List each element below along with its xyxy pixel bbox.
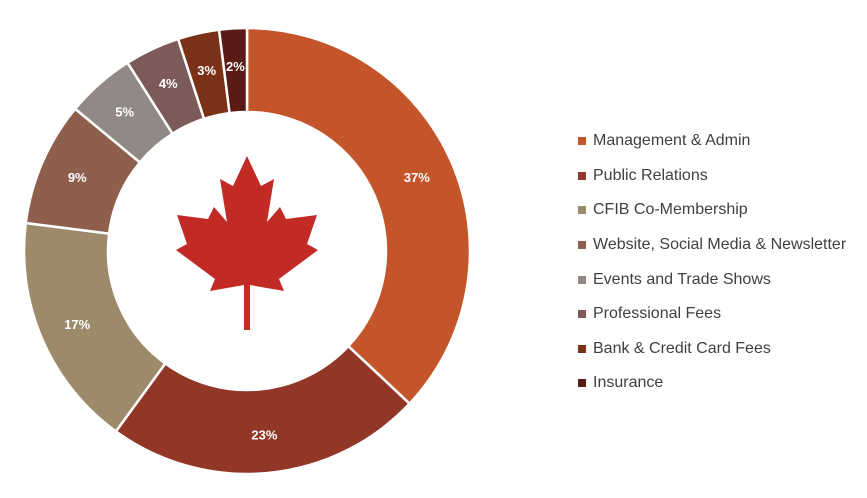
data-label: 2% <box>226 59 245 74</box>
legend-item: Insurance <box>578 366 846 401</box>
legend-label: Bank & Credit Card Fees <box>593 339 771 357</box>
data-label: 17% <box>64 317 90 332</box>
legend-item: Bank & Credit Card Fees <box>578 332 846 367</box>
data-label: 37% <box>404 170 430 185</box>
data-label: 3% <box>197 63 216 78</box>
legend-swatch <box>578 171 586 180</box>
legend-swatch <box>578 275 586 284</box>
data-label: 9% <box>68 170 87 185</box>
legend-label: Public Relations <box>593 166 708 184</box>
donut-slice <box>114 344 412 476</box>
maple-leaf-icon <box>176 156 318 330</box>
legend-label: Management & Admin <box>593 132 751 150</box>
legend-item: Professional Fees <box>578 297 846 332</box>
legend-label: Website, Social Media & Newsletter <box>593 236 847 254</box>
donut-slices <box>22 26 472 476</box>
data-label: 4% <box>159 76 178 91</box>
chart-legend: Management & Admin Public Relations CFIB C… <box>578 124 846 401</box>
legend-item: Website, Social Media & Newsletter <box>578 228 846 263</box>
data-labels: 37% 23% 17% 9% 5% 4% 3% 2% <box>64 59 430 443</box>
legend-item: Events and Trade Shows <box>578 262 846 297</box>
donut-slice <box>245 26 472 406</box>
legend-label: Professional Fees <box>593 305 722 323</box>
legend-swatch <box>578 344 586 353</box>
legend-swatch <box>578 379 586 388</box>
legend-swatch <box>578 206 586 215</box>
donut-slice <box>217 26 249 115</box>
legend-item: Management & Admin <box>578 124 846 159</box>
legend-item: CFIB Co-Membership <box>578 193 846 228</box>
data-label: 23% <box>251 428 277 443</box>
legend-label: Insurance <box>593 374 664 392</box>
legend-label: Events and Trade Shows <box>593 270 771 288</box>
legend-swatch <box>578 137 586 146</box>
legend-swatch <box>578 241 586 250</box>
legend-swatch <box>578 310 586 319</box>
legend-item: Public Relations <box>578 159 846 194</box>
legend-label: CFIB Co-Membership <box>593 201 748 219</box>
data-label: 5% <box>115 105 134 120</box>
